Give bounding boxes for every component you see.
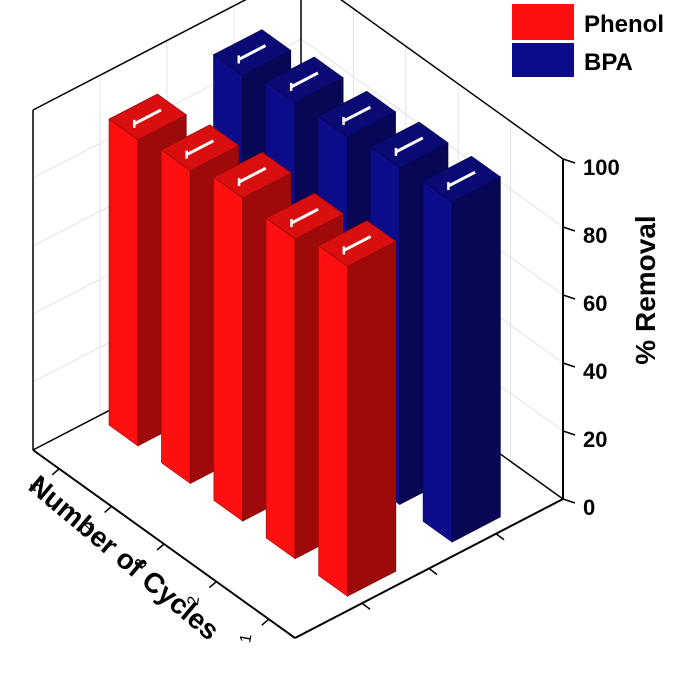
bar-side-face <box>318 244 348 597</box>
series-axis-tick <box>428 567 438 576</box>
series-axis-tick <box>361 602 371 610</box>
category-tick <box>261 618 270 626</box>
z-tick-label: 60 <box>583 291 607 316</box>
category-tick-label: 4 <box>80 520 98 532</box>
bar-side-face <box>422 180 453 543</box>
z-tick <box>562 294 576 300</box>
legend-label-phenol: Phenol <box>584 11 664 38</box>
error-bar <box>185 139 215 157</box>
category-tick <box>156 543 165 551</box>
z-tick-label: 40 <box>583 359 607 384</box>
legend-label-bpa: BPA <box>584 49 633 76</box>
z-tick <box>562 158 576 164</box>
bar-side-face <box>108 118 139 447</box>
bar-side-face <box>265 217 296 560</box>
bar-side-face <box>161 149 191 485</box>
z-tick <box>562 430 576 436</box>
bar-front-face <box>347 240 397 597</box>
bar-side-face <box>213 176 244 522</box>
error-bar <box>342 105 372 123</box>
legend-swatch-bpa <box>512 43 574 77</box>
error-bar <box>133 108 162 126</box>
z-tick-label: 0 <box>583 495 595 520</box>
z-tick-label: 20 <box>583 427 607 452</box>
category-tick-label: 5 <box>28 482 46 494</box>
legend-swatch-phenol <box>512 4 574 40</box>
category-tick-label: 3 <box>132 557 150 569</box>
error-bar <box>447 170 476 188</box>
z-axis-ticks: 0 20 40 60 80 100 <box>562 155 620 520</box>
category-ticks: 5 4 3 2 1 <box>28 468 270 644</box>
z-axis-title: % Removal <box>630 215 661 364</box>
category-tick <box>104 505 113 513</box>
bar-bpa-cycle-1 <box>422 155 502 543</box>
bar-front-face <box>451 176 501 543</box>
legend: Phenol BPA <box>512 4 664 77</box>
error-bar <box>290 207 319 225</box>
error-bar <box>238 166 267 184</box>
x-axis-title: Number of Cycles <box>23 469 225 646</box>
series-axis-tick <box>495 533 505 541</box>
bar-phenol-cycle-1 <box>317 220 397 597</box>
category-tick <box>51 468 60 476</box>
z-tick <box>562 498 576 504</box>
z-tick <box>562 226 576 232</box>
error-bar <box>343 235 372 252</box>
error-bar <box>238 44 267 61</box>
category-tick-label: 2 <box>185 595 203 607</box>
category-tick <box>208 581 217 589</box>
bars <box>108 29 502 597</box>
z-tick-label: 80 <box>583 223 607 248</box>
top-frame <box>32 0 564 160</box>
z-tick <box>562 362 576 368</box>
error-bar <box>395 136 424 154</box>
z-tick-label: 100 <box>583 155 620 180</box>
category-tick-label: 1 <box>237 632 255 644</box>
error-bar <box>290 71 319 89</box>
